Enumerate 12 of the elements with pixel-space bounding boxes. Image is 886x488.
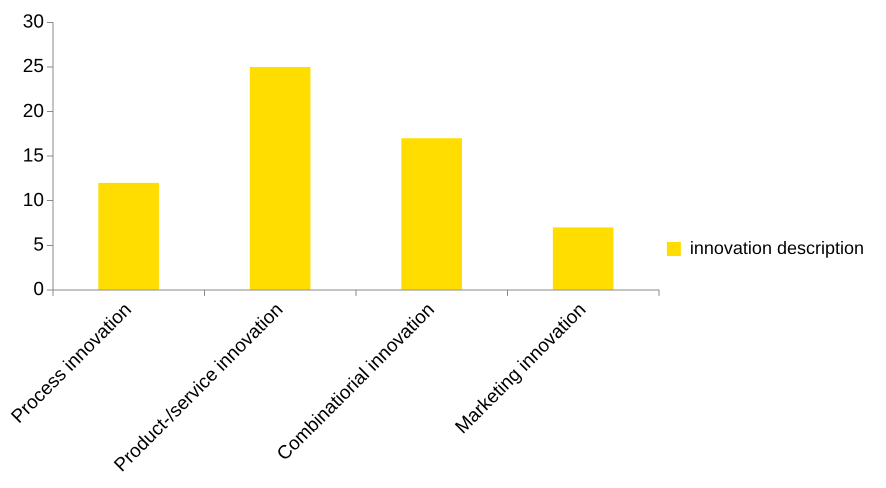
y-tick-label: 10	[22, 190, 44, 211]
y-tick-label: 5	[33, 234, 44, 256]
y-tick-label: 0	[33, 279, 44, 300]
bar	[250, 66, 310, 290]
bar	[98, 182, 159, 290]
y-tick-label: 30	[22, 12, 44, 33]
y-tick-label: 20	[22, 100, 44, 122]
legend-label: innovation description	[690, 238, 864, 258]
bar	[552, 227, 614, 290]
bar	[401, 138, 462, 290]
y-tick-label: 15	[22, 145, 44, 166]
y-tick-label: 25	[22, 56, 44, 78]
